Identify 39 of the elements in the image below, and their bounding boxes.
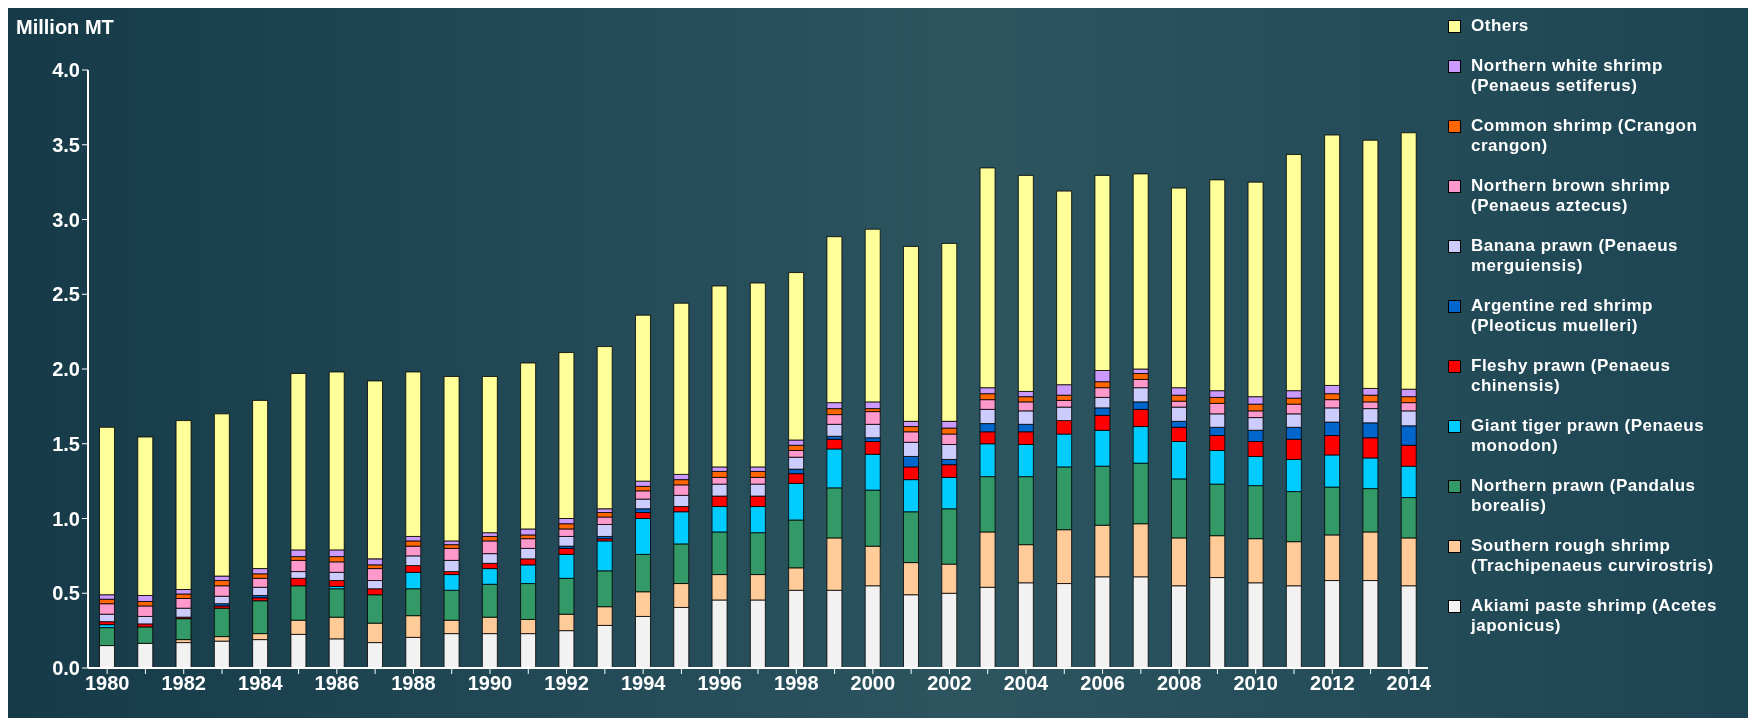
y-tick-label: 4.0 [52,59,80,82]
x-tick-label: 2014 [1386,672,1432,695]
x-tick-label: 2006 [1080,672,1125,695]
legend-label: Akiami paste shrimp (Acetes japonicus) [1471,596,1718,636]
y-tick-label: 3.0 [52,208,80,231]
y-tick-label: 2.5 [52,283,80,306]
x-tick-label: 2000 [850,672,896,695]
legend-label: Southern rough shrimp (Trachipenaeus curvirostris) [1471,536,1715,576]
x-tick-label: 2002 [927,672,972,695]
x-tick-label: 2004 [1003,672,1050,695]
legend-label: Northern brown shrimp (Penaeus aztecus) [1471,176,1672,216]
x-tick-label: 1996 [697,672,742,695]
legend-label: Northern prawn (Pandalus borealis) [1471,476,1697,516]
legend-label: Others [1471,16,1530,36]
y-tick-label: 0.0 [52,657,80,680]
x-tick-label: 1988 [391,672,436,695]
x-tick-label: 1982 [161,672,206,695]
x-tick-label: 2012 [1310,672,1355,695]
y-axis-title: Million MT [16,16,114,39]
legend-label: Northern white shrimp (Penaeus setiferus) [1471,56,1664,96]
x-tick-label: 2010 [1233,672,1278,695]
y-tick-label: 1.0 [52,507,80,530]
y-tick-label: 3.5 [52,133,80,156]
x-tick-label: 1994 [620,672,667,695]
x-tick-label: 1986 [314,672,360,695]
legend-label: Giant tiger prawn (Penaeus monodon) [1471,416,1706,456]
x-tick-label: 1990 [467,672,513,695]
x-tick-label: 2008 [1156,672,1202,695]
y-tick-label: 0.5 [52,582,80,605]
x-tick-label: 1984 [238,672,284,695]
x-tick-label: 1980 [84,672,130,695]
legend-label: Common shrimp (Crangon crangon) [1471,116,1699,156]
y-tick-label: 1.5 [52,432,80,455]
legend-label: Argentine red shrimp (Pleoticus muelleri) [1471,296,1654,336]
x-tick-label: 1998 [774,672,819,695]
y-tick-label: 2.0 [52,358,80,381]
legend-label: Banana prawn (Penaeus merguiensis) [1471,236,1679,276]
legend-label: Fleshy prawn (Penaeus chinensis) [1471,356,1672,396]
x-tick-label: 1992 [544,672,589,695]
